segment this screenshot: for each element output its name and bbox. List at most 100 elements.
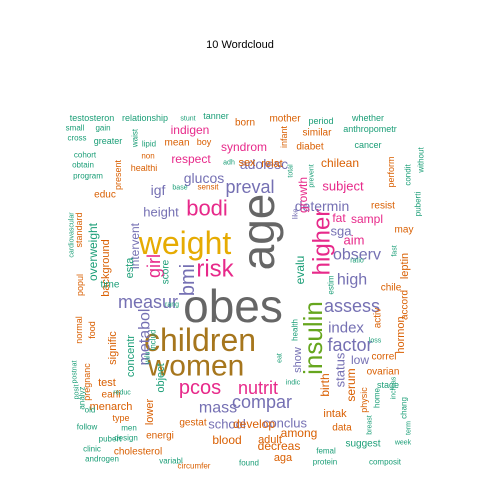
word-evalu: evalu bbox=[293, 256, 307, 285]
word-test: test bbox=[98, 377, 116, 389]
word-total: total bbox=[288, 164, 295, 178]
word-menarch: menarch bbox=[90, 401, 133, 413]
word-stunt: stunt bbox=[180, 116, 195, 123]
word-cross: cross bbox=[67, 134, 86, 143]
word-school: school bbox=[208, 417, 246, 432]
word-time: time bbox=[101, 280, 120, 291]
word-measur: measur bbox=[118, 292, 178, 312]
word-birth: birth bbox=[318, 373, 332, 396]
word-girl: girl bbox=[144, 254, 164, 278]
word-popul: popul bbox=[75, 274, 85, 296]
word-stage: stage bbox=[377, 380, 399, 390]
word-gestat: gestat bbox=[179, 418, 206, 429]
word-chilean: chilean bbox=[321, 156, 359, 170]
word-standard: standard bbox=[74, 212, 84, 247]
word-compar: compar bbox=[232, 392, 292, 412]
word-waist: waist bbox=[131, 128, 140, 148]
word-cohort: cohort bbox=[74, 151, 97, 160]
word-present: present bbox=[113, 159, 123, 190]
word-intervent: intervent bbox=[128, 222, 142, 269]
word-mother: mother bbox=[269, 114, 301, 125]
word-growth: growth bbox=[296, 177, 310, 213]
word-earli: earli bbox=[102, 390, 121, 401]
word-sensit: sensit bbox=[198, 183, 220, 192]
word-factor: factor bbox=[327, 335, 372, 355]
word-indigen: indigen bbox=[171, 123, 210, 137]
word-age: age bbox=[232, 194, 284, 271]
word-normal: normal bbox=[74, 316, 84, 344]
word-develop: develop bbox=[233, 417, 275, 431]
word-insulin: insulin bbox=[298, 301, 328, 375]
word-breast: breast bbox=[367, 415, 374, 435]
word-bmi: bmi bbox=[177, 264, 199, 296]
word-postnat: postnat bbox=[72, 360, 79, 383]
word-loss: loss bbox=[369, 338, 382, 345]
word-estim: estim bbox=[327, 275, 336, 294]
word-protein: protein bbox=[313, 458, 337, 467]
word-preval: preval bbox=[225, 177, 274, 197]
word-week: week bbox=[394, 440, 412, 447]
word-whether: whether bbox=[351, 113, 384, 123]
word-anthropometr: anthropometr bbox=[343, 124, 397, 134]
word-sga: sga bbox=[331, 224, 353, 239]
word-hormon: hormon bbox=[395, 316, 407, 353]
word-circumfer: circumfer bbox=[178, 462, 211, 471]
word-rang: rang bbox=[165, 302, 179, 309]
word-adult: adult bbox=[258, 434, 282, 446]
word-metabol: metabol bbox=[137, 309, 154, 366]
word-resist: resist bbox=[371, 201, 395, 212]
word-height: height bbox=[143, 205, 179, 220]
word-analyz: analyz bbox=[78, 386, 87, 409]
word-sex: sex bbox=[238, 157, 256, 169]
word-serum: serum bbox=[344, 368, 358, 401]
word-type: type bbox=[112, 413, 129, 423]
word-children: children bbox=[144, 322, 256, 358]
word-femal: femal bbox=[316, 447, 336, 456]
word-mean: mean bbox=[164, 138, 189, 149]
word-posit: posit bbox=[74, 385, 81, 400]
word-similar: similar bbox=[303, 128, 333, 139]
word-bodi: bodi bbox=[186, 196, 228, 221]
word-fat: fat bbox=[332, 211, 346, 225]
word-small: small bbox=[66, 124, 85, 133]
word-overweight: overweight bbox=[86, 222, 100, 281]
word-tanner: tanner bbox=[203, 111, 229, 121]
word-signific: signific bbox=[107, 331, 119, 365]
word-increas: increas bbox=[391, 376, 398, 399]
word-adolesc: adolesc bbox=[240, 156, 288, 172]
word-conclus: conclus bbox=[263, 416, 308, 431]
word-sampl: sampl bbox=[351, 212, 383, 226]
word-glucos: glucos bbox=[184, 170, 224, 186]
word-leptin: leptin bbox=[399, 253, 411, 279]
word-ratio: ratio bbox=[350, 258, 364, 265]
word-weight: weight bbox=[138, 225, 232, 261]
word-suggest: suggest bbox=[345, 439, 380, 450]
word-puberti: puberti bbox=[414, 192, 423, 217]
word-assess: assess bbox=[324, 296, 380, 316]
word-period: period bbox=[308, 116, 333, 126]
word-decreas: decreas bbox=[258, 439, 301, 453]
word-eat: eat bbox=[277, 353, 284, 363]
word-energi: energi bbox=[146, 431, 174, 442]
word-follow: follow bbox=[77, 423, 98, 432]
word-lower: lower bbox=[144, 399, 156, 426]
word-ovarian: ovarian bbox=[367, 367, 400, 378]
word-pcos: pcos bbox=[179, 377, 221, 399]
word-intak: intak bbox=[323, 408, 347, 420]
word-obtain: obtain bbox=[72, 161, 94, 170]
word-greater: greater bbox=[94, 136, 123, 146]
word-testosteron: testosteron bbox=[70, 113, 115, 123]
word-index: index bbox=[328, 320, 364, 337]
word-syndrom: syndrom bbox=[221, 140, 267, 154]
word-infant: infant bbox=[279, 125, 289, 148]
word-chile: chile bbox=[381, 283, 402, 294]
word-boy: boy bbox=[197, 137, 212, 147]
word-status: status bbox=[333, 352, 348, 387]
word-educ: educ bbox=[94, 190, 116, 201]
word-correl: correl bbox=[371, 352, 396, 363]
word-concentr: concentr bbox=[125, 335, 137, 378]
word-perform: perform bbox=[386, 156, 396, 187]
word-object: object bbox=[155, 363, 167, 392]
word-born: born bbox=[235, 118, 255, 129]
